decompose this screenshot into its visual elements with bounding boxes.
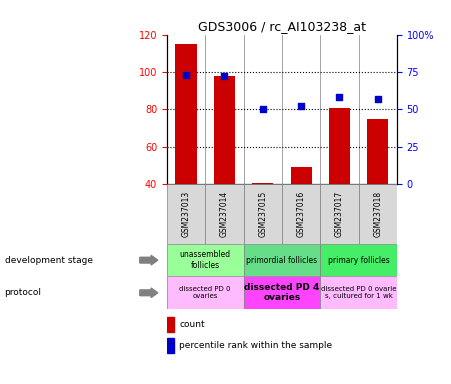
Text: dissected PD 0 ovarie
s, cultured for 1 wk: dissected PD 0 ovarie s, cultured for 1 … [321,286,396,299]
Bar [205,184,244,244]
Bar [367,119,388,184]
Bar [167,317,174,332]
Point [374,96,381,102]
Bar [167,184,205,244]
Text: percentile rank within the sample: percentile rank within the sample [179,341,332,351]
Bar [329,108,350,184]
Title: GDS3006 / rc_AI103238_at: GDS3006 / rc_AI103238_at [198,20,366,33]
Bar [320,184,359,244]
Bar [214,76,235,184]
Bar [359,184,397,244]
Bar [320,276,397,309]
Text: primary follicles: primary follicles [328,256,389,265]
Text: GSM237018: GSM237018 [373,191,382,237]
Bar [167,338,174,353]
Text: protocol: protocol [5,288,41,297]
Text: development stage: development stage [5,256,92,265]
Bar [244,244,320,276]
Text: GSM237013: GSM237013 [182,191,190,237]
Point [221,73,228,79]
Text: GSM237016: GSM237016 [297,191,305,237]
Bar [244,184,282,244]
Text: GSM237014: GSM237014 [220,191,229,237]
Point [297,103,304,109]
Point [182,72,189,78]
Bar [167,244,244,276]
Bar [175,44,197,184]
Bar [167,276,244,309]
Point [336,94,343,101]
Bar [320,244,397,276]
Bar [290,167,312,184]
Point [259,106,266,113]
Text: dissected PD 4
ovaries: dissected PD 4 ovaries [244,283,320,303]
Text: primordial follicles: primordial follicles [246,256,318,265]
Bar [282,184,320,244]
Text: GSM237017: GSM237017 [335,191,344,237]
Text: GSM237015: GSM237015 [258,191,267,237]
Text: dissected PD 0
ovaries: dissected PD 0 ovaries [179,286,231,299]
Bar [244,276,320,309]
Text: count: count [179,320,205,329]
Text: unassembled
follicles: unassembled follicles [179,250,231,270]
